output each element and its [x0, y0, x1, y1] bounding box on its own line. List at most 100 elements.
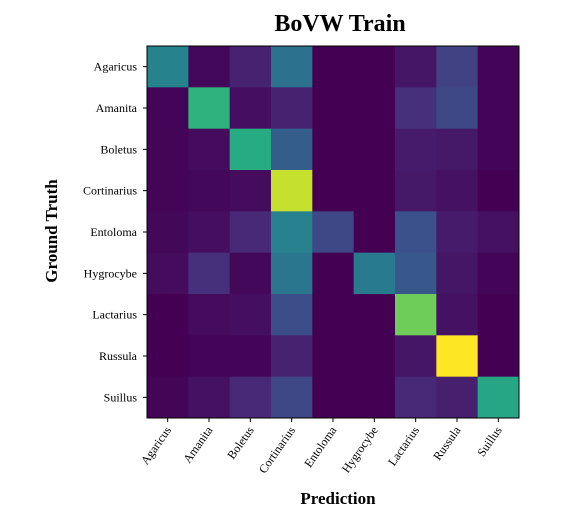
heatmap-cell-amanita-hygrocybe	[353, 87, 396, 130]
y-axis-ticks: Agaricus Amanita Boletus Cortinarius Entolom…	[83, 60, 147, 404]
x-tick-label-cortinarius: Cortinarius	[256, 423, 299, 476]
heatmap-cell-cortinarius-lactarius	[395, 170, 437, 212]
x-tick-label-amanita: Amanita	[180, 423, 216, 465]
heatmap-cell-suillus-entoloma	[312, 376, 355, 419]
heatmap-cell-amanita-cortinarius	[271, 87, 313, 130]
heatmap-cell-cortinarius-entoloma	[312, 170, 355, 212]
heatmap-cell-amanita-agaricus	[147, 87, 189, 130]
heatmap-cell-agaricus-hygrocybe	[353, 46, 396, 88]
heatmap-cell-agaricus-boletus	[229, 46, 272, 88]
y-tick-label-amanita: Amanita	[96, 101, 138, 115]
heatmap-cell-agaricus-entoloma	[312, 46, 355, 88]
heatmap-cell-boletus-entoloma	[312, 128, 355, 171]
heatmap-cell-agaricus-suillus	[477, 46, 520, 88]
x-tick-label-lactarius: Lactarius	[385, 423, 422, 468]
heatmap-cell-suillus-russula	[436, 376, 479, 419]
heatmap-cell-lactarius-russula	[436, 294, 479, 336]
heatmap-cell-entoloma-cortinarius	[271, 211, 313, 254]
x-tick-label-hygrocybe: Hygrocybe	[339, 424, 381, 476]
heatmap-cell-amanita-suillus	[477, 87, 520, 130]
heatmap-cell-lactarius-hygrocybe	[353, 294, 396, 336]
heatmap-cell-lactarius-boletus	[229, 294, 272, 336]
chart-title: BoVW Train	[274, 11, 405, 37]
heatmap-cell-cortinarius-hygrocybe	[353, 170, 396, 212]
y-tick-label-cortinarius: Cortinarius	[83, 184, 137, 198]
heatmap-cell-russula-cortinarius	[271, 335, 313, 378]
heatmap-cell-russula-agaricus	[147, 335, 189, 378]
heatmap-cell-cortinarius-cortinarius	[271, 170, 313, 212]
y-axis-label: Ground Truth	[42, 179, 61, 283]
heatmap-cell-russula-entoloma	[312, 335, 355, 378]
heatmap-cell-boletus-boletus	[229, 128, 272, 171]
heatmap-cell-hygrocybe-hygrocybe	[353, 252, 396, 295]
heatmap-cell-amanita-amanita	[188, 87, 231, 130]
heatmap-cell-suillus-hygrocybe	[353, 376, 396, 419]
heatmap-cell-entoloma-entoloma	[312, 211, 355, 254]
x-tick-label-boletus: Boletus	[224, 423, 257, 461]
x-tick-label-russula: Russula	[430, 423, 464, 463]
heatmap-cell-agaricus-russula	[436, 46, 479, 88]
y-tick-label-boletus: Boletus	[100, 142, 137, 156]
heatmap-cell-boletus-russula	[436, 128, 479, 171]
heatmap-cell-hygrocybe-russula	[436, 252, 479, 295]
heatmap-cell-entoloma-agaricus	[147, 211, 189, 254]
heatmap-cell-agaricus-cortinarius	[271, 46, 313, 88]
heatmap-cell-amanita-russula	[436, 87, 479, 130]
x-tick-label-suillus: Suillus	[474, 423, 505, 459]
heatmap-cell-suillus-lactarius	[395, 376, 437, 419]
heatmap-cell-entoloma-hygrocybe	[353, 211, 396, 254]
heatmap-cell-cortinarius-russula	[436, 170, 479, 212]
heatmap-cell-russula-russula	[436, 335, 479, 378]
heatmap-cell-lactarius-amanita	[188, 294, 231, 336]
heatmap-cell-lactarius-agaricus	[147, 294, 189, 336]
heatmap-cell-cortinarius-suillus	[477, 170, 520, 212]
heatmap-cell-hygrocybe-suillus	[477, 252, 520, 295]
heatmap-cell-hygrocybe-amanita	[188, 252, 231, 295]
y-tick-label-hygrocybe: Hygrocybe	[84, 266, 137, 280]
heatmap-cell-boletus-hygrocybe	[353, 128, 396, 171]
heatmap-cell-russula-hygrocybe	[353, 335, 396, 378]
heatmap-cell-lactarius-suillus	[477, 294, 520, 336]
y-tick-label-agaricus: Agaricus	[94, 60, 138, 74]
x-tick-label-entoloma: Entoloma	[301, 423, 340, 470]
heatmap-cell-suillus-amanita	[188, 376, 231, 419]
heatmap-cell-boletus-lactarius	[395, 128, 437, 171]
x-tick-label-agaricus: Agaricus	[138, 423, 175, 467]
y-tick-label-lactarius: Lactarius	[92, 308, 137, 322]
y-tick-label-russula: Russula	[99, 349, 138, 363]
heatmap-cell-hygrocybe-lactarius	[395, 252, 437, 295]
heatmap-cell-agaricus-lactarius	[395, 46, 437, 88]
heatmap-cell-hygrocybe-entoloma	[312, 252, 355, 295]
y-tick-label-suillus: Suillus	[104, 390, 138, 404]
heatmap-cell-suillus-boletus	[229, 376, 272, 419]
heatmap-cell-russula-boletus	[229, 335, 272, 378]
heatmap-cell-hygrocybe-cortinarius	[271, 252, 313, 295]
heatmap-cells	[147, 46, 520, 419]
heatmap-cell-cortinarius-amanita	[188, 170, 231, 212]
heatmap-cell-entoloma-suillus	[477, 211, 520, 254]
heatmap-cell-russula-amanita	[188, 335, 231, 378]
heatmap-cell-agaricus-amanita	[188, 46, 231, 88]
x-axis-label: Prediction	[300, 489, 376, 508]
heatmap-cell-lactarius-lactarius	[395, 294, 437, 336]
heatmap-cell-suillus-cortinarius	[271, 376, 313, 419]
heatmap-cell-russula-suillus	[477, 335, 520, 378]
heatmap-cell-entoloma-boletus	[229, 211, 272, 254]
heatmap-cell-boletus-agaricus	[147, 128, 189, 171]
heatmap-cell-hygrocybe-agaricus	[147, 252, 189, 295]
heatmap-cell-cortinarius-agaricus	[147, 170, 189, 212]
heatmap-cell-entoloma-russula	[436, 211, 479, 254]
heatmap-cell-boletus-amanita	[188, 128, 231, 171]
heatmap-cell-russula-lactarius	[395, 335, 437, 378]
heatmap-cell-lactarius-entoloma	[312, 294, 355, 336]
heatmap-cell-entoloma-lactarius	[395, 211, 437, 254]
heatmap-cell-amanita-entoloma	[312, 87, 355, 130]
heatmap-cell-hygrocybe-boletus	[229, 252, 272, 295]
heatmap-cell-boletus-suillus	[477, 128, 520, 171]
heatmap-cell-amanita-lactarius	[395, 87, 437, 130]
heatmap-cell-suillus-suillus	[477, 376, 520, 419]
heatmap-cell-lactarius-cortinarius	[271, 294, 313, 336]
heatmap-cell-suillus-agaricus	[147, 376, 189, 419]
